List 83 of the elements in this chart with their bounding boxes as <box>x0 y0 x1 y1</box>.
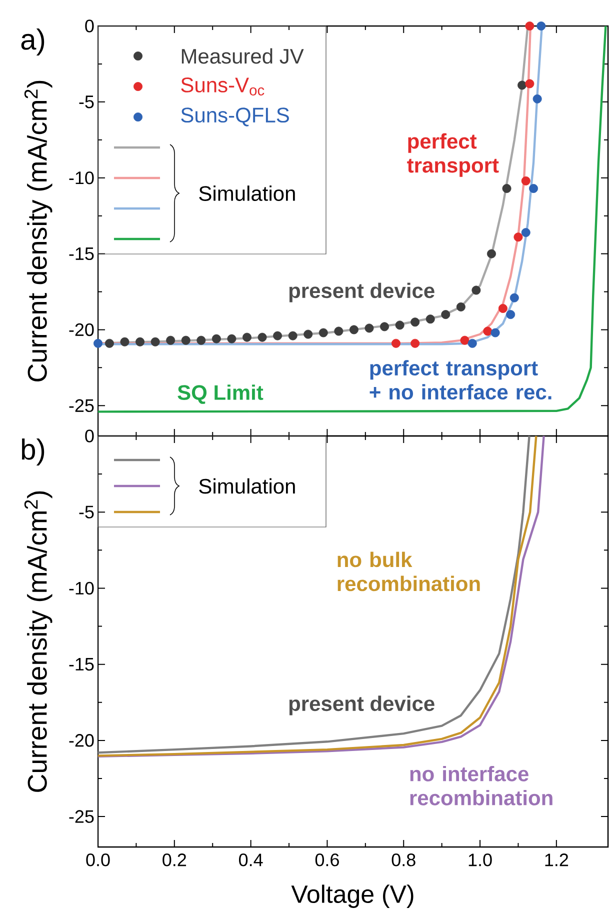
point <box>136 337 145 346</box>
x-tick-label: 0.2 <box>162 854 186 866</box>
annotation: Simulation <box>199 478 295 494</box>
legend-label: Suns-QFLS <box>181 108 289 126</box>
point <box>410 318 420 327</box>
point <box>518 80 527 90</box>
x-axis-title: Voltage (V) <box>291 884 414 908</box>
point <box>181 336 190 345</box>
y-tick-label: -10 <box>69 582 94 595</box>
annotation: no bulk recombination <box>338 552 480 592</box>
point <box>536 22 546 30</box>
point <box>456 302 466 312</box>
legend-label: Suns-V$_{oc}$ <box>181 78 264 96</box>
point <box>460 336 470 345</box>
point <box>273 331 282 340</box>
y-axis-title: Current density (mA/cm$^{2}$) <box>24 80 52 382</box>
x-tick-label: 0.4 <box>239 854 263 866</box>
point <box>304 330 313 339</box>
annotation: present device <box>289 696 434 716</box>
point <box>525 79 534 88</box>
chart-title: a) <box>21 28 44 56</box>
annotation: perfect transport + no interface rec. <box>370 360 552 400</box>
point <box>468 338 477 348</box>
point <box>150 337 160 346</box>
y-tick-label: -15 <box>69 247 94 260</box>
y-axis-title: Current density (mA/cm$^{2}$) <box>24 491 52 792</box>
point <box>514 232 523 242</box>
point <box>483 326 492 336</box>
y-tick-label: -25 <box>69 399 94 412</box>
line-series <box>96 24 607 413</box>
point <box>380 322 390 332</box>
point <box>486 249 496 258</box>
chart-title: b) <box>22 438 44 466</box>
y-tick-label: -5 <box>79 96 94 108</box>
point <box>410 338 420 348</box>
point <box>212 334 221 344</box>
point <box>498 304 508 313</box>
point <box>395 320 404 330</box>
y-tick-label: -20 <box>69 734 94 747</box>
y-tick-label: -5 <box>79 506 94 518</box>
y-tick-label: 0 <box>85 20 94 32</box>
point <box>532 94 542 104</box>
point <box>490 328 500 338</box>
x-tick-label: 1.2 <box>545 854 568 866</box>
point <box>529 184 538 193</box>
point <box>364 324 374 333</box>
x-tick-label: 0.6 <box>315 854 339 866</box>
y-tick-label: -20 <box>69 323 94 336</box>
annotation: Simulation <box>199 186 295 201</box>
point <box>349 325 358 334</box>
point <box>334 326 344 336</box>
y-tick-label: 0 <box>85 430 94 442</box>
point <box>242 332 252 342</box>
point <box>506 310 516 320</box>
y-tick-label: -15 <box>69 658 94 671</box>
point <box>227 334 236 344</box>
point <box>426 314 435 324</box>
x-tick-label: 0.8 <box>392 854 416 866</box>
x-tick-label: 0.0 <box>86 854 110 866</box>
point <box>166 336 176 345</box>
point <box>120 337 130 346</box>
point <box>104 338 114 348</box>
y-tick-label: -10 <box>69 171 94 184</box>
point <box>196 336 206 345</box>
annotation: perfect transport <box>407 133 499 177</box>
point <box>441 310 450 320</box>
legend-label: Measured JV <box>182 48 304 64</box>
point <box>525 22 534 30</box>
point <box>521 228 530 238</box>
y-tick-label: -25 <box>69 810 94 823</box>
point <box>391 338 400 348</box>
point <box>472 286 481 295</box>
point <box>510 293 519 302</box>
point <box>502 184 512 193</box>
annotation: present device <box>289 282 434 302</box>
point <box>288 331 298 340</box>
annotation: SQ Limit <box>178 384 264 404</box>
point <box>521 176 530 186</box>
annotation: no interface recombination <box>410 766 552 806</box>
point <box>318 328 328 338</box>
x-tick-label: 1.0 <box>468 854 492 866</box>
point <box>258 332 267 342</box>
point <box>94 338 102 348</box>
